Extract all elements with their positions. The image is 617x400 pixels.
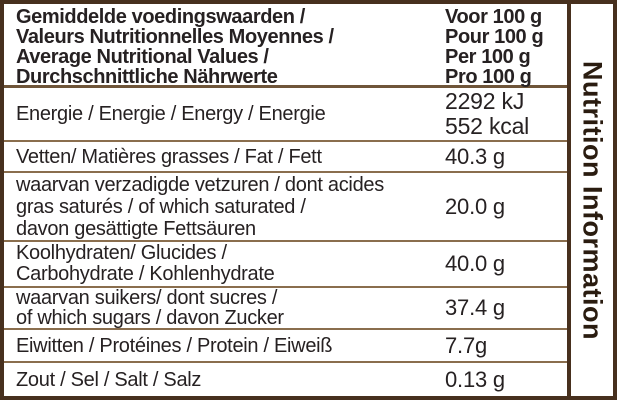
- header-title-line-de: Durchschnittliche Nährwerte: [16, 66, 278, 88]
- sidebar-nutrition-information: Nutrition Information: [567, 4, 613, 396]
- sidebar-title: Nutrition Information: [577, 60, 608, 340]
- row-protein-label: Eiwitten / Protéines / Protein / Eiweiß: [16, 334, 333, 357]
- nutrition-table: Gemiddelde voedingswaarden / Valeurs Nut…: [4, 4, 567, 396]
- row-carbohydrate: Koolhydraten/ Glucides / Carbohydrate / …: [4, 242, 567, 288]
- row-energy-label: Energie / Energie / Energy / Energie: [16, 103, 326, 125]
- row-fat: Vetten/ Matières grasses / Fat / Fett 40…: [4, 142, 567, 173]
- row-energy: Energie / Energie / Energy / Energie 229…: [4, 88, 567, 142]
- row-protein-value: 7.7g: [445, 332, 488, 358]
- row-salt: Zout / Sel / Salt / Salz 0.13 g: [4, 363, 567, 396]
- row-sugars-value: 37.4 g: [445, 295, 505, 320]
- row-carbohydrate-value: 40.0 g: [445, 251, 505, 276]
- header-title-line-nl: Gemiddelde voedingswaarden /: [16, 6, 305, 28]
- header-per100g-line-en: Per 100 g: [445, 46, 531, 68]
- header-title-cell: Gemiddelde voedingswaarden / Valeurs Nut…: [4, 4, 445, 88]
- row-salt-value: 0.13 g: [445, 366, 505, 392]
- row-energy-value: 2292 kJ 552 kcal: [445, 88, 530, 139]
- header-per100g-cell: Voor 100 g Pour 100 g Per 100 g Pro 100 …: [445, 4, 567, 88]
- header-per100g-line-nl: Voor 100 g: [445, 6, 542, 28]
- row-fat-label: Vetten/ Matières grasses / Fat / Fett: [16, 145, 322, 168]
- row-saturated-fat-value: 20.0 g: [445, 193, 505, 219]
- row-saturated-fat-label: waarvan verzadigde vetzuren / dont acide…: [16, 173, 384, 240]
- header-per100g-line-fr: Pour 100 g: [445, 26, 544, 48]
- row-sugars-label: waarvan suikers/ dont sucres / of which …: [16, 287, 284, 329]
- header-title-line-en: Average Nutritional Values /: [16, 46, 269, 68]
- row-carbohydrate-label: Koolhydraten/ Glucides / Carbohydrate / …: [16, 242, 275, 285]
- header-title-line-fr: Valeurs Nutritionnelles Moyennes /: [16, 26, 334, 48]
- header-per100g-line-de: Pro 100 g: [445, 66, 532, 88]
- row-sugars: waarvan suikers/ dont sucres / of which …: [4, 288, 567, 330]
- header-row: Gemiddelde voedingswaarden / Valeurs Nut…: [4, 4, 567, 88]
- row-saturated-fat: waarvan verzadigde vetzuren / dont acide…: [4, 173, 567, 242]
- row-fat-value: 40.3 g: [445, 143, 505, 169]
- row-protein: Eiwitten / Protéines / Protein / Eiweiß …: [4, 330, 567, 363]
- row-salt-label: Zout / Sel / Salt / Salz: [16, 368, 202, 391]
